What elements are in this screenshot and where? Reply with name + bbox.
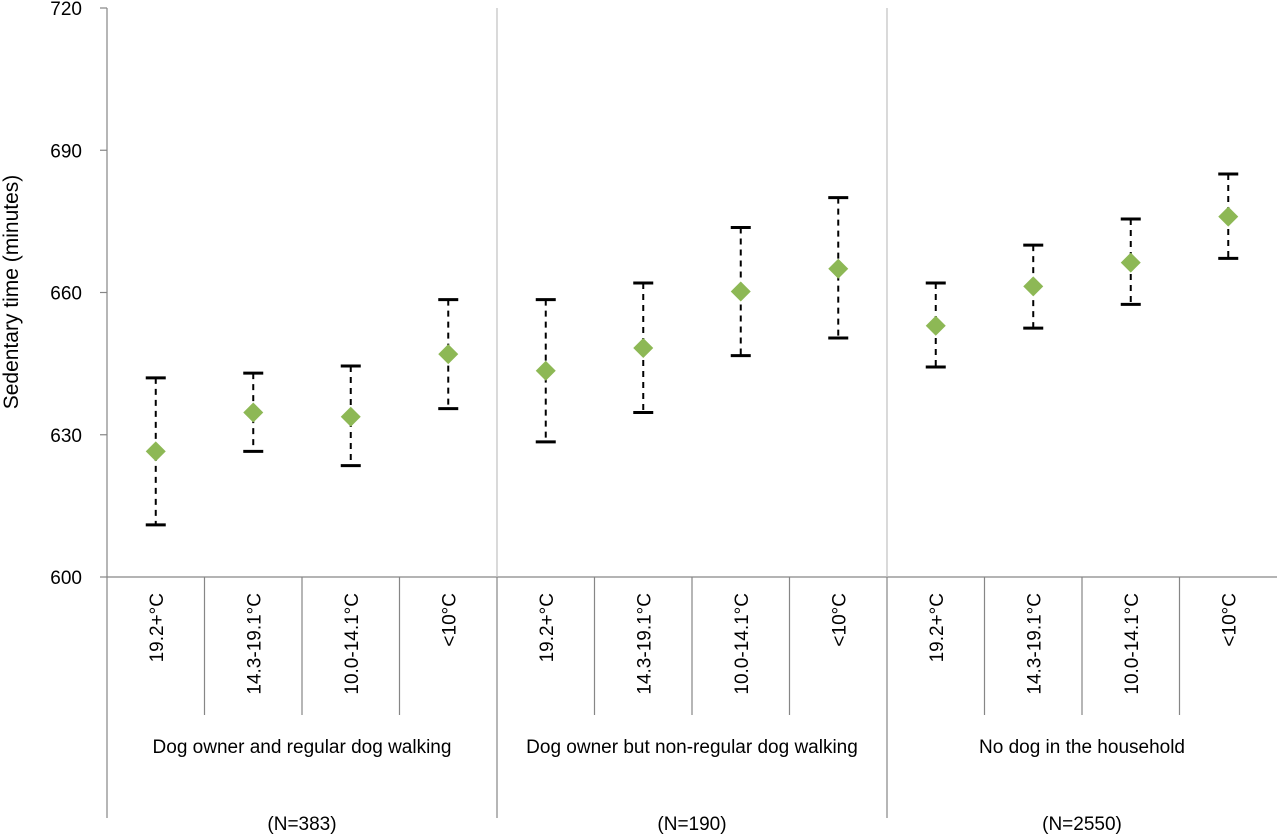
data-point xyxy=(730,281,751,302)
x-tick-label: 19.2+°C xyxy=(927,593,948,662)
y-tick-label: 600 xyxy=(50,568,82,589)
group-label: No dog in the household xyxy=(979,737,1185,758)
data-point xyxy=(243,402,264,423)
y-tick-label: 630 xyxy=(50,426,82,447)
x-tick-label: <10°C xyxy=(829,593,850,647)
x-tick-label: 10.0-14.1°C xyxy=(732,593,753,695)
group-label-line: No dog in the household xyxy=(979,737,1185,758)
x-tick-label: 14.3-19.1°C xyxy=(244,593,265,695)
x-tick-label: 19.2+°C xyxy=(147,593,168,662)
x-tick-label: 10.0-14.1°C xyxy=(342,593,363,695)
group-n-label: (N=190) xyxy=(657,814,726,835)
data-point xyxy=(633,337,654,358)
data-point xyxy=(535,360,556,381)
data-point xyxy=(1023,276,1044,297)
y-tick-label: 690 xyxy=(50,141,82,162)
group-label: Dog owner and regular dog walking xyxy=(153,737,452,758)
plot-area xyxy=(145,172,1239,527)
data-point xyxy=(828,258,849,279)
data-point xyxy=(925,315,946,336)
axis-labels: Sedentary time (minutes) 600 630 660 690 720… xyxy=(0,0,1240,835)
data-point xyxy=(1218,206,1239,227)
x-tick-label: <10°C xyxy=(1219,593,1240,647)
x-tick-label: 14.3-19.1°C xyxy=(1024,593,1045,695)
group-label: Dog owner but non-regular dog walking xyxy=(526,737,858,758)
data-point xyxy=(438,344,459,365)
x-tick-label: 10.0-14.1°C xyxy=(1122,593,1143,695)
y-tick-label: 660 xyxy=(50,284,82,305)
y-axis-title: Sedentary time (minutes) xyxy=(0,175,23,410)
axes xyxy=(100,7,1277,818)
group-label-line: Dog owner and regular dog walking xyxy=(153,737,452,758)
group-n-label: (N=2550) xyxy=(1042,814,1122,835)
group-n-label: (N=383) xyxy=(267,814,336,835)
x-tick-label: 14.3-19.1°C xyxy=(634,593,655,695)
data-point xyxy=(340,406,361,427)
x-tick-label: 19.2+°C xyxy=(537,593,558,662)
data-point xyxy=(1120,252,1141,273)
group-label-line: Dog owner but non-regular dog walking xyxy=(526,737,858,758)
data-point xyxy=(145,441,166,462)
x-tick-label: <10°C xyxy=(439,593,460,647)
y-tick-label: 720 xyxy=(50,0,82,20)
